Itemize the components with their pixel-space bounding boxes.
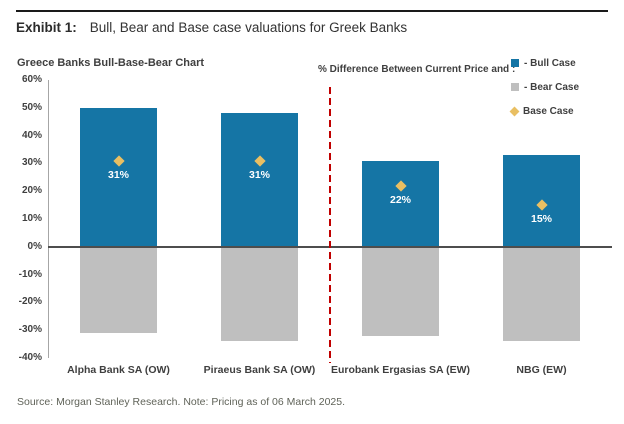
bull-case-bar bbox=[362, 160, 439, 247]
y-tick-label: 50% bbox=[21, 101, 42, 113]
category-label-eurobank-ergasias-sa-ew: Eurobank Ergasias SA (EW) bbox=[330, 364, 471, 376]
exhibit-title: Bull, Bear and Base case valuations for … bbox=[89, 20, 408, 35]
y-tick-label: -20% bbox=[18, 296, 42, 308]
y-axis-line bbox=[48, 80, 49, 358]
bull-case-square-icon bbox=[511, 59, 519, 67]
exhibit-label: Exhibit 1: bbox=[16, 20, 77, 35]
y-tick-label: 60% bbox=[21, 74, 42, 85]
exhibit-header: Exhibit 1: Bull, Bear and Base case valua… bbox=[16, 20, 407, 35]
category-label-alpha-bank-sa-ow: Alpha Bank SA (OW) bbox=[67, 364, 170, 376]
bear-case-square-icon bbox=[511, 83, 519, 91]
y-tick-label: 10% bbox=[21, 213, 42, 224]
y-tick-label: 0% bbox=[27, 240, 42, 252]
chart-annotation: % Difference Between Current Price and : bbox=[318, 64, 516, 75]
y-tick-label: 20% bbox=[21, 185, 42, 197]
legend-label-bear-case: - Bear Case bbox=[524, 81, 580, 93]
bear-case-bar bbox=[221, 246, 298, 342]
y-tick-label: -10% bbox=[18, 268, 42, 280]
legend-label-bull-case: - Bull Case bbox=[524, 57, 576, 69]
y-tick-label: 40% bbox=[21, 129, 42, 141]
bear-case-bar bbox=[503, 246, 580, 342]
category-label-piraeus-bank-sa-ow: Piraeus Bank SA (OW) bbox=[203, 364, 316, 376]
legend-item-bear-case: - Bear Case bbox=[511, 81, 579, 93]
category-label-nbg-ew: NBG (EW) bbox=[516, 364, 567, 376]
case-separator-line bbox=[329, 87, 331, 363]
base-case-value-label: 15% bbox=[530, 213, 552, 226]
bear-case-bar bbox=[362, 246, 439, 336]
bull-case-bar bbox=[221, 113, 298, 247]
y-tick-label: -40% bbox=[18, 352, 42, 363]
y-tick-label: 30% bbox=[21, 157, 42, 169]
bear-case-bar bbox=[80, 246, 157, 333]
base-case-value-label: 31% bbox=[107, 168, 129, 181]
header-rule bbox=[16, 10, 608, 12]
legend-label-base-case: Base Case bbox=[523, 105, 574, 117]
legend: - Bull Case - Bear Case Base Case bbox=[509, 57, 579, 117]
bull-case-bar bbox=[80, 107, 157, 247]
base-case-value-label: 31% bbox=[248, 168, 270, 181]
chart-title: Greece Banks Bull-Base-Bear Chart bbox=[17, 57, 205, 69]
source-note: Source: Morgan Stanley Research. Note: P… bbox=[17, 396, 346, 408]
legend-item-bull-case: - Bull Case bbox=[511, 57, 579, 69]
base-case-value-label: 22% bbox=[389, 193, 411, 206]
legend-item-base-case: Base Case bbox=[509, 105, 579, 117]
y-tick-label: -30% bbox=[18, 324, 42, 336]
